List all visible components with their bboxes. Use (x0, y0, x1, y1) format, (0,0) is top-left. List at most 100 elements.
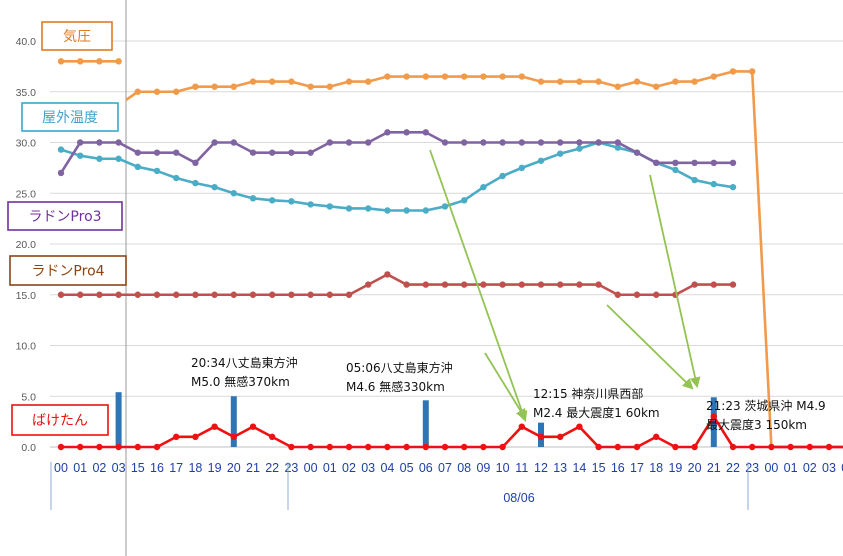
radon-pro4-point (384, 271, 391, 278)
baketan-point (269, 433, 276, 441)
radon-pro4-point (307, 291, 314, 298)
pressure-seg2-point (557, 78, 564, 85)
radon-pro4-point (710, 281, 717, 288)
radon-pro3-point (230, 139, 237, 146)
baketan-point (211, 423, 218, 430)
radon-pro4-point (288, 291, 295, 298)
x-tick-label: 04 (841, 461, 843, 475)
pressure-seg2-point (461, 73, 468, 80)
pressure-seg2-point (537, 78, 545, 85)
radon-pro4-point (557, 281, 564, 288)
radon-pro4-point (192, 291, 199, 298)
earthquake-bar (115, 392, 122, 447)
x-tick-label: 03 (361, 461, 375, 475)
radon-pro4-point (115, 291, 122, 298)
radon-pro4-point (614, 291, 621, 298)
radon-pro4-point (134, 291, 141, 298)
pressure-seg2-point (441, 73, 449, 80)
outdoor-temp-point (365, 205, 372, 212)
baketan-point (480, 443, 487, 451)
x-tick-label: 22 (726, 461, 740, 475)
legend-box (11, 404, 109, 436)
x-tick-label: 02 (92, 461, 106, 475)
radon-pro3-point (365, 139, 372, 146)
radon-pro3-point (307, 149, 314, 156)
date-label: 08/06 (503, 491, 534, 505)
baketan-point (192, 433, 199, 441)
outdoor-temp-point (173, 174, 180, 182)
baketan-point (461, 443, 468, 451)
radon-pro4-point (691, 281, 698, 288)
radon-pro4-point (461, 281, 468, 288)
x-tick-label: 06 (419, 461, 433, 475)
radon-pro3-point (134, 149, 141, 156)
x-tick-label: 19 (208, 461, 222, 475)
annotations: 20:34八丈島東方沖 M5.0 無感370km 05:06八丈島東方沖 M4.6 無… (191, 355, 826, 432)
radon-pro4-point (441, 281, 449, 288)
outdoor-temp-point (192, 179, 199, 187)
pressure-point (57, 58, 65, 65)
x-tick-label: 18 (649, 461, 663, 475)
outdoor-temp-point (384, 207, 391, 214)
radon-pro4-point (230, 291, 237, 298)
pressure-seg2-point (326, 83, 333, 90)
outdoor-temp-point (249, 195, 257, 202)
legend-box (21, 102, 119, 132)
x-tick-label: 16 (611, 461, 625, 475)
outdoor-temp-point (269, 197, 276, 204)
outdoor-temp-point (557, 150, 564, 157)
baketan-point (230, 433, 237, 441)
pressure-point (96, 58, 103, 65)
radon-pro3-point (729, 159, 737, 166)
x-tick-label: 01 (323, 461, 337, 475)
annotation-text: 12:15 神奈川県西部 (533, 386, 643, 401)
x-tick-label: 22 (265, 461, 279, 475)
x-tick-label: 23 (284, 461, 298, 475)
x-tick-label: 01 (73, 461, 87, 475)
legend-label: 屋外温度 (42, 110, 98, 126)
radon-pro3-point (211, 139, 218, 146)
baketan-point (403, 443, 410, 451)
x-tick-label: 07 (438, 461, 452, 475)
pressure-point (115, 58, 122, 65)
pressure-seg2-point (576, 78, 583, 85)
radon-pro4-point (518, 281, 525, 288)
x-tick-label: 21 (707, 461, 721, 475)
baketan-point (614, 443, 621, 451)
radon-pro3-point (288, 149, 295, 156)
outdoor-temp-point (326, 203, 333, 210)
radon-pro3-point (480, 139, 487, 146)
outdoor-temp-point (230, 190, 237, 197)
radon-pro4-point (499, 281, 506, 288)
radon-pro4-point (595, 281, 602, 288)
radon-pro4-point (365, 281, 372, 288)
y-tick-label: 35.0 (16, 87, 37, 99)
baketan-point (153, 443, 161, 451)
x-tick-label: 17 (169, 461, 183, 475)
outdoor-temp-point (441, 203, 449, 210)
outdoor-temp-point (77, 152, 84, 159)
pressure-seg2-point (422, 73, 429, 80)
baketan-point (595, 443, 602, 451)
x-tick-label: 15 (131, 461, 145, 475)
x-tick-label: 03 (112, 461, 126, 475)
radon-pro3-point (653, 159, 660, 166)
y-tick-label: 5.0 (21, 391, 36, 403)
baketan-point (173, 433, 180, 441)
radon-pro3-point (691, 159, 698, 166)
pressure-seg2-point (249, 78, 257, 85)
outdoor-temp-point (153, 167, 161, 175)
y-tick-label: 40.0 (16, 36, 37, 48)
x-tick-label: 09 (476, 461, 490, 475)
baketan-point (576, 423, 583, 430)
x-tick-label: 20 (688, 461, 702, 475)
outdoor-temp-point (480, 183, 487, 191)
x-tick-label: 14 (572, 461, 586, 475)
radon-pro3-point (403, 129, 410, 136)
baketan-point (422, 443, 429, 451)
radon-pro4-point (653, 291, 660, 298)
radon-pro3-point (499, 139, 506, 146)
baketan-point (288, 443, 295, 451)
